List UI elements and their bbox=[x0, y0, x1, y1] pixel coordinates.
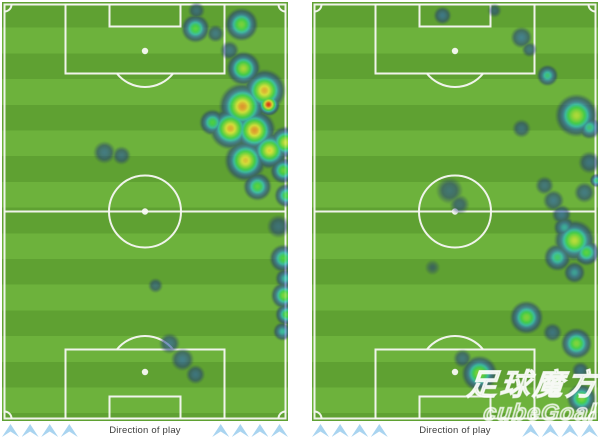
direction-row-left: Direction of play bbox=[2, 422, 288, 438]
direction-of-play-label: Direction of play bbox=[419, 425, 491, 436]
direction-up-arrows-icon bbox=[212, 424, 288, 437]
direction-of-play-label: Direction of play bbox=[109, 425, 181, 436]
direction-up-arrows-icon bbox=[522, 424, 598, 437]
direction-up-arrows-icon bbox=[312, 424, 388, 437]
pitch-left bbox=[2, 2, 288, 421]
direction-row-right: Direction of play bbox=[312, 422, 598, 438]
pitch-right bbox=[312, 2, 598, 421]
heatmap-canvas-right bbox=[312, 2, 598, 421]
heatmap-canvas-left bbox=[2, 2, 288, 421]
direction-up-arrows-icon bbox=[2, 424, 78, 437]
